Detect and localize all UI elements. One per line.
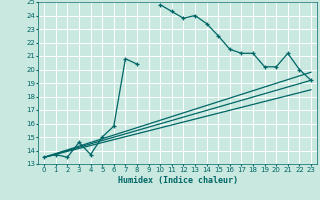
- X-axis label: Humidex (Indice chaleur): Humidex (Indice chaleur): [118, 176, 238, 185]
